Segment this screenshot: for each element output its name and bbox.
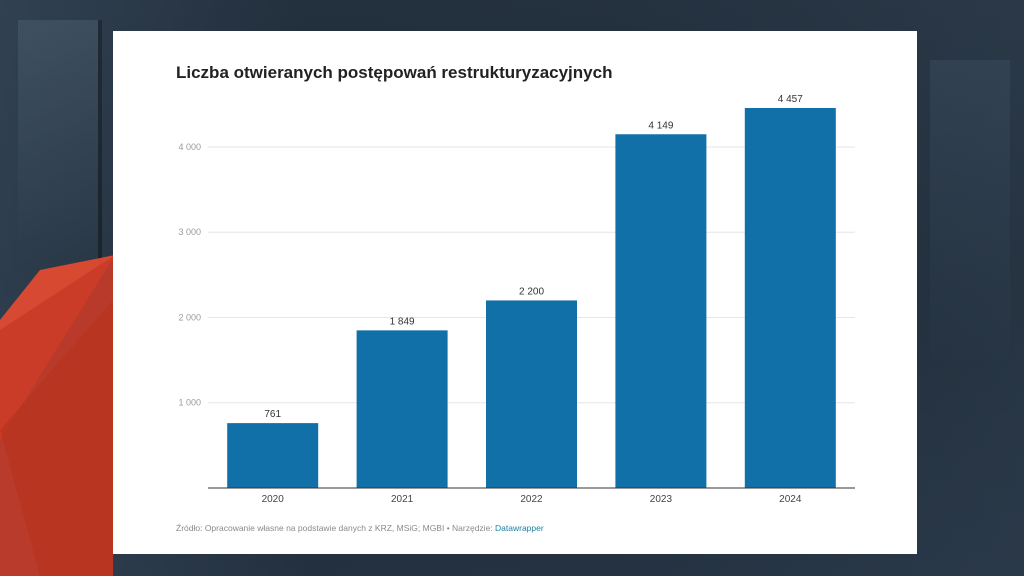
tool-link[interactable]: Datawrapper xyxy=(495,523,544,533)
bar-chart: 1 000 2 000 3 000 4 000 761 2020 1 849 2021 2 2… xyxy=(178,94,855,505)
background-window xyxy=(18,20,102,270)
background-window-right xyxy=(930,60,1010,360)
y-tick-label: 4 000 xyxy=(178,142,201,152)
x-tick-label: 2024 xyxy=(779,494,802,505)
chart-card: Liczba otwieranych postępowań restruktur… xyxy=(113,31,917,554)
chart-title: Liczba otwieranych postępowań restruktur… xyxy=(176,63,613,82)
x-tick-label: 2021 xyxy=(391,494,414,505)
y-tick-label: 2 000 xyxy=(178,312,201,322)
source-text: Źródło: Opracowanie własne na podstawie … xyxy=(176,523,496,533)
bar xyxy=(356,330,448,488)
bars: 761 2020 1 849 2021 2 200 2022 4 149 2023 4 457 2… xyxy=(208,94,855,505)
source-note: Źródło: Opracowanie własne na podstawie … xyxy=(176,523,544,533)
bar xyxy=(227,423,319,488)
bar-value-label: 4 457 xyxy=(778,94,803,105)
bar-value-label: 761 xyxy=(264,409,281,420)
bar xyxy=(486,300,577,488)
y-tick-label: 3 000 xyxy=(178,227,201,237)
bar-value-label: 2 200 xyxy=(519,286,544,297)
bar xyxy=(615,134,707,488)
y-tick-label: 1 000 xyxy=(178,398,201,408)
bar-value-label: 1 849 xyxy=(390,316,415,327)
bar-value-label: 4 149 xyxy=(648,120,673,131)
x-tick-label: 2022 xyxy=(520,494,543,505)
bar xyxy=(744,108,836,488)
x-tick-label: 2020 xyxy=(262,494,285,505)
x-tick-label: 2023 xyxy=(650,494,673,505)
